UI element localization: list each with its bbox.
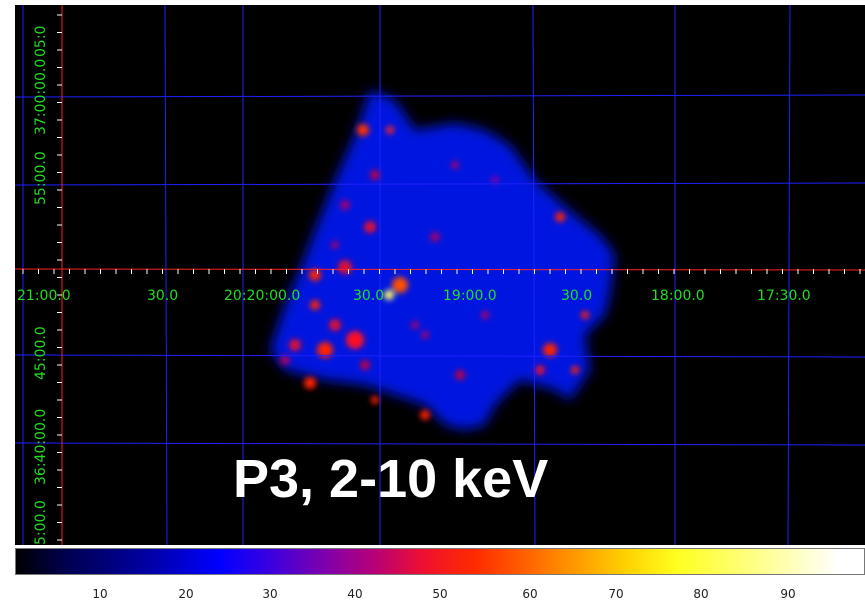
emission-spot — [338, 260, 352, 274]
emission-spot — [491, 176, 499, 184]
emission-spot — [392, 277, 408, 293]
dec-axis-label: 5:00.0 — [33, 500, 49, 545]
colorbar-edge — [15, 546, 865, 549]
colorbar-tick-label: 20 — [178, 587, 194, 601]
emission-spot — [331, 241, 339, 249]
dec-grid-line — [15, 442, 865, 446]
emission-spot — [304, 377, 316, 389]
emission-spot — [430, 232, 440, 242]
colorbar — [15, 548, 865, 575]
emission-spot — [386, 126, 394, 134]
emission-spot — [364, 221, 376, 233]
image-caption: P3, 2-10 keV — [233, 449, 549, 509]
ra-axis-label: 30.0 — [561, 288, 593, 304]
emission-spot — [451, 161, 459, 169]
dec-axis-label: 05:0 — [33, 25, 49, 57]
ra-axis-label: 30.0 — [147, 288, 179, 304]
crosshair — [15, 5, 865, 545]
emission-spot — [555, 212, 565, 222]
x-ray-emission — [270, 90, 615, 430]
coordinate-grid — [15, 5, 865, 545]
ra-axis-label: 17:30.0 — [757, 288, 811, 304]
ra-axis-label: 19:00.0 — [443, 288, 497, 304]
ra-axis-label: 21:00.0 — [17, 288, 71, 304]
colorbar-tick-label: 30 — [262, 587, 278, 601]
colorbar-tick-label: 40 — [347, 587, 363, 601]
dec-axis-label: 55:00.0 — [33, 151, 49, 205]
emission-spot — [371, 396, 379, 404]
dec-axis-label: 45:00.0 — [33, 326, 49, 380]
colorbar-tick-label: 60 — [522, 587, 538, 601]
emission-spot — [384, 290, 394, 300]
dec-grid-line — [15, 354, 865, 358]
emission-spot — [357, 124, 369, 136]
ra-grid-line — [164, 5, 168, 545]
colorbar-tick-label: 10 — [92, 587, 108, 601]
emission-spot — [280, 355, 290, 365]
remnant-body — [270, 90, 615, 430]
emission-spot — [481, 311, 489, 319]
emission-spot — [329, 319, 341, 331]
emission-spot — [543, 343, 557, 357]
sky-image: 21:00.0 30.0 20:20:00.0 30.0 19:00.0 30.0 18:0… — [15, 5, 865, 545]
emission-spot — [581, 311, 589, 319]
ra-grid-line — [787, 5, 791, 545]
ra-grid-line — [532, 5, 536, 545]
emission-spot — [455, 370, 465, 380]
colorbar-tick-label: 50 — [432, 587, 448, 601]
emission-spot — [420, 410, 430, 420]
emission-spot — [309, 269, 321, 281]
ra-axis-label: 18:00.0 — [651, 288, 705, 304]
dec-axis-label: 36:40:00.0 — [33, 408, 49, 485]
colorbar-tick-label: 80 — [693, 587, 709, 601]
colorbar-tick-label: 90 — [780, 587, 796, 601]
emission-spot — [421, 331, 429, 339]
dec-grid-line — [15, 182, 865, 186]
emission-spot — [289, 339, 301, 351]
emission-spot — [370, 170, 380, 180]
dec-grid-line — [15, 94, 865, 98]
emission-spot — [411, 321, 419, 329]
emission-spot — [310, 300, 320, 310]
ra-axis-label: 30.0 — [353, 288, 385, 304]
emission-spot — [346, 331, 364, 349]
emission-spot — [317, 342, 333, 358]
ra-axis-label: 20:20:00.0 — [224, 288, 301, 304]
emission-spot — [535, 365, 545, 375]
crosshair-horizontal — [15, 268, 865, 271]
dec-axis-label: 37:00:00.0 — [33, 58, 49, 135]
emission-spot — [571, 366, 579, 374]
emission-spot — [360, 360, 370, 370]
image-canvas — [15, 5, 865, 545]
colorbar-tick-label: 70 — [608, 587, 624, 601]
emission-spot — [340, 200, 350, 210]
